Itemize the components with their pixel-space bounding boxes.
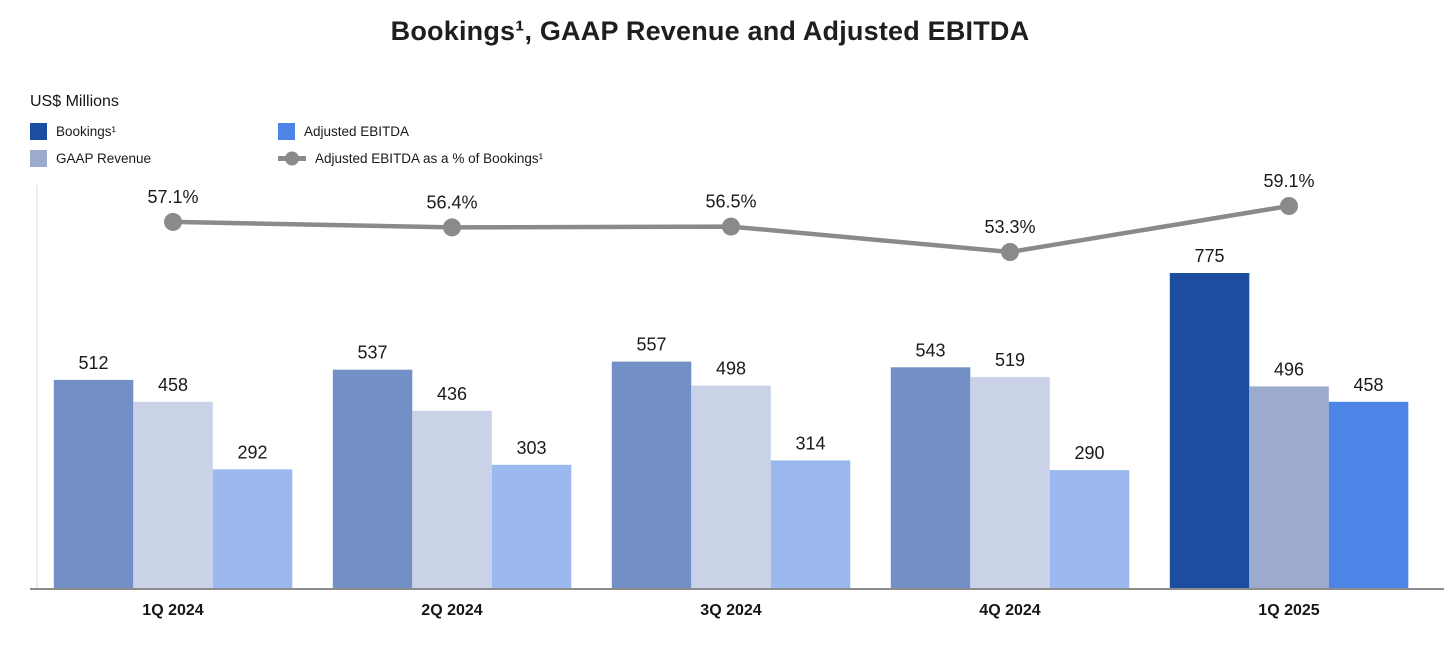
bar-value-label-bookings-2q-2024: 537 xyxy=(357,343,387,363)
bar-bookings-2q-2024 xyxy=(332,369,413,588)
bar-gaap-revenue-2q-2024 xyxy=(412,410,492,588)
bar-bookings-1q-2024 xyxy=(53,379,134,588)
bar-value-label-adjusted-ebitda-4q-2024: 290 xyxy=(1074,443,1104,463)
legend-label-gaap-revenue: GAAP Revenue xyxy=(56,150,152,166)
chart-title: Bookings¹, GAAP Revenue and Adjusted EBI… xyxy=(390,16,1030,46)
bar-gaap-revenue-1q-2025 xyxy=(1249,386,1329,588)
legend-item-gaap-revenue: GAAP Revenue xyxy=(30,147,278,169)
bar-adjusted-ebitda-1q-2025 xyxy=(1328,401,1409,588)
x-axis-label-3q-2024: 3Q 2024 xyxy=(700,602,761,619)
legend-label-bookings: Bookings¹ xyxy=(56,123,117,139)
ebitda-pct-label-3q-2024: 56.5% xyxy=(705,192,756,212)
bar-value-label-bookings-1q-2025: 775 xyxy=(1194,246,1224,266)
ebitda-pct-line-marker-icon xyxy=(278,151,306,165)
bar-value-label-gaap-revenue-1q-2025: 496 xyxy=(1274,359,1304,379)
x-axis-label-4q-2024: 4Q 2024 xyxy=(979,602,1040,619)
bar-bookings-4q-2024 xyxy=(890,367,971,588)
bar-bookings-1q-2025 xyxy=(1169,273,1250,588)
ebitda-pct-dot-1q-2024 xyxy=(164,212,182,231)
legend-label-adjusted-ebitda: Adjusted EBITDA xyxy=(304,123,410,139)
bar-gaap-revenue-4q-2024 xyxy=(970,377,1050,588)
legend-item-bookings: Bookings¹ xyxy=(30,120,278,142)
bar-value-label-bookings-3q-2024: 557 xyxy=(636,335,666,355)
bar-bookings-3q-2024 xyxy=(611,361,692,588)
x-axis-label-1q-2025: 1Q 2025 xyxy=(1258,602,1319,619)
legend-label-ebitda-pct: Adjusted EBITDA as a % of Bookings¹ xyxy=(315,150,544,166)
bar-value-label-adjusted-ebitda-1q-2025: 458 xyxy=(1353,375,1383,395)
bar-value-label-bookings-1q-2024: 512 xyxy=(78,353,108,373)
ebitda-pct-label-4q-2024: 53.3% xyxy=(984,217,1035,237)
ebitda-pct-dot-2q-2024 xyxy=(443,218,461,237)
bookings-swatch-icon xyxy=(30,122,47,140)
bar-value-label-adjusted-ebitda-3q-2024: 314 xyxy=(795,433,825,453)
bar-value-label-gaap-revenue-3q-2024: 498 xyxy=(716,359,746,379)
bar-adjusted-ebitda-4q-2024 xyxy=(1049,470,1130,588)
bar-value-label-gaap-revenue-4q-2024: 519 xyxy=(995,350,1025,370)
gaap-revenue-swatch-icon xyxy=(30,149,47,167)
bar-gaap-revenue-3q-2024 xyxy=(691,385,771,588)
bar-adjusted-ebitda-2q-2024 xyxy=(491,464,572,588)
bar-gaap-revenue-1q-2024 xyxy=(133,401,213,588)
bar-value-label-bookings-4q-2024: 543 xyxy=(915,340,945,360)
legend-item-ebitda-pct: Adjusted EBITDA as a % of Bookings¹ xyxy=(278,147,730,169)
adjusted-ebitda-swatch-icon xyxy=(278,122,295,140)
bar-value-label-adjusted-ebitda-2q-2024: 303 xyxy=(516,438,546,458)
bar-adjusted-ebitda-1q-2024 xyxy=(212,469,293,588)
bar-adjusted-ebitda-3q-2024 xyxy=(770,460,851,588)
ebitda-pct-label-1q-2024: 57.1% xyxy=(147,187,198,207)
legend-item-adjusted-ebitda: Adjusted EBITDA xyxy=(278,120,730,142)
bar-value-label-gaap-revenue-2q-2024: 436 xyxy=(437,384,467,404)
ebitda-pct-label-2q-2024: 56.4% xyxy=(426,192,477,212)
units-label: US$ Millions xyxy=(30,93,119,110)
bar-value-label-gaap-revenue-1q-2024: 458 xyxy=(158,375,188,395)
ebitda-pct-dot-4q-2024 xyxy=(1001,243,1019,261)
ebitda-pct-dot-1q-2025 xyxy=(1280,197,1298,215)
ebitda-pct-label-1q-2025: 59.1% xyxy=(1263,171,1314,191)
x-axis-label-2q-2024: 2Q 2024 xyxy=(421,602,482,619)
legend: Bookings¹ GAAP Revenue Adjusted EBITDA A… xyxy=(30,120,730,169)
ebitda-pct-dot-3q-2024 xyxy=(722,217,740,236)
x-axis-label-1q-2024: 1Q 2024 xyxy=(142,602,203,619)
bar-value-label-adjusted-ebitda-1q-2024: 292 xyxy=(237,442,267,462)
